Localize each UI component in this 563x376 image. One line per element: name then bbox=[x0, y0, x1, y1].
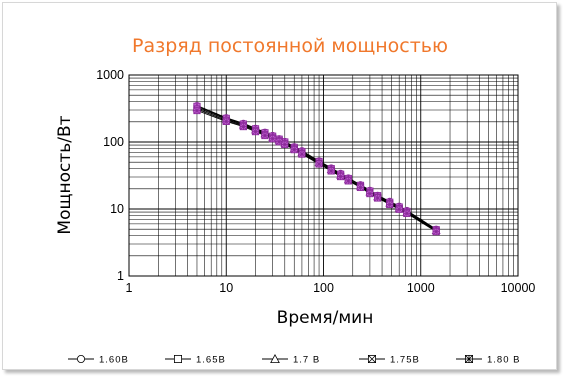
data-point bbox=[366, 189, 374, 198]
series-4 bbox=[193, 106, 440, 236]
legend-label: 1.60B bbox=[99, 355, 129, 366]
legend-label: 1.80 B bbox=[487, 355, 520, 366]
data-point bbox=[222, 117, 230, 125]
axis-tick-labels: 1 10 100 1000 10000 1 10 100 1000 bbox=[96, 68, 535, 295]
data-point bbox=[327, 167, 335, 175]
data-point bbox=[374, 194, 382, 202]
legend-marker bbox=[77, 354, 86, 363]
chart-legend: 1.60B 1.65B 1.7 B 1.75B 1.80 B bbox=[68, 353, 520, 366]
data-point bbox=[239, 122, 247, 131]
legend-item: 1.75B bbox=[359, 354, 420, 366]
legend-label: 1.7 B bbox=[293, 355, 320, 366]
series-3 bbox=[193, 105, 440, 235]
data-point bbox=[290, 146, 298, 154]
legend-marker bbox=[173, 354, 182, 363]
x-tick-label: 1 bbox=[126, 281, 133, 295]
chart-title: Разряд постоянной мощностью bbox=[132, 35, 448, 57]
legend-label: 1.75B bbox=[390, 355, 420, 366]
chart-axes bbox=[128, 74, 519, 277]
series-line bbox=[196, 110, 437, 232]
data-point bbox=[337, 172, 345, 181]
data-point bbox=[251, 127, 260, 136]
data-point bbox=[298, 150, 306, 158]
y-tick-label: 1000 bbox=[96, 68, 124, 82]
data-point bbox=[356, 183, 365, 192]
data-point bbox=[315, 160, 323, 168]
y-axis-label: Мощность/Вт bbox=[55, 115, 75, 234]
data-point bbox=[344, 177, 352, 185]
plot-area-border bbox=[128, 74, 519, 277]
legend-item: 1.80 B bbox=[456, 354, 520, 366]
data-point bbox=[386, 200, 394, 209]
x-tick-label: 10 bbox=[219, 281, 233, 295]
data-series bbox=[192, 101, 441, 236]
chart-frame bbox=[2, 2, 557, 370]
data-point bbox=[403, 209, 411, 217]
legend-item: 1.65B bbox=[165, 354, 226, 366]
legend-marker bbox=[464, 354, 473, 363]
data-point bbox=[193, 106, 201, 115]
legend-label: 1.65B bbox=[196, 355, 226, 366]
x-tick-label: 100 bbox=[313, 281, 334, 295]
data-point bbox=[432, 227, 440, 236]
legend-item: 1.60B bbox=[68, 354, 129, 366]
legend-item: 1.7 B bbox=[262, 353, 320, 366]
y-tick-label: 1 bbox=[117, 269, 124, 283]
legend-marker bbox=[270, 353, 280, 364]
x-tick-label: 1000 bbox=[407, 281, 435, 295]
data-point bbox=[281, 140, 289, 149]
x-tick-label: 10000 bbox=[501, 281, 536, 295]
data-point bbox=[395, 205, 403, 213]
chart-grid bbox=[128, 75, 518, 277]
y-tick-label: 10 bbox=[110, 202, 124, 216]
x-axis-label: Время/мин bbox=[277, 308, 374, 328]
data-point bbox=[261, 131, 269, 140]
legend-marker bbox=[367, 354, 376, 363]
y-tick-label: 100 bbox=[103, 135, 124, 149]
data-point bbox=[269, 135, 277, 143]
